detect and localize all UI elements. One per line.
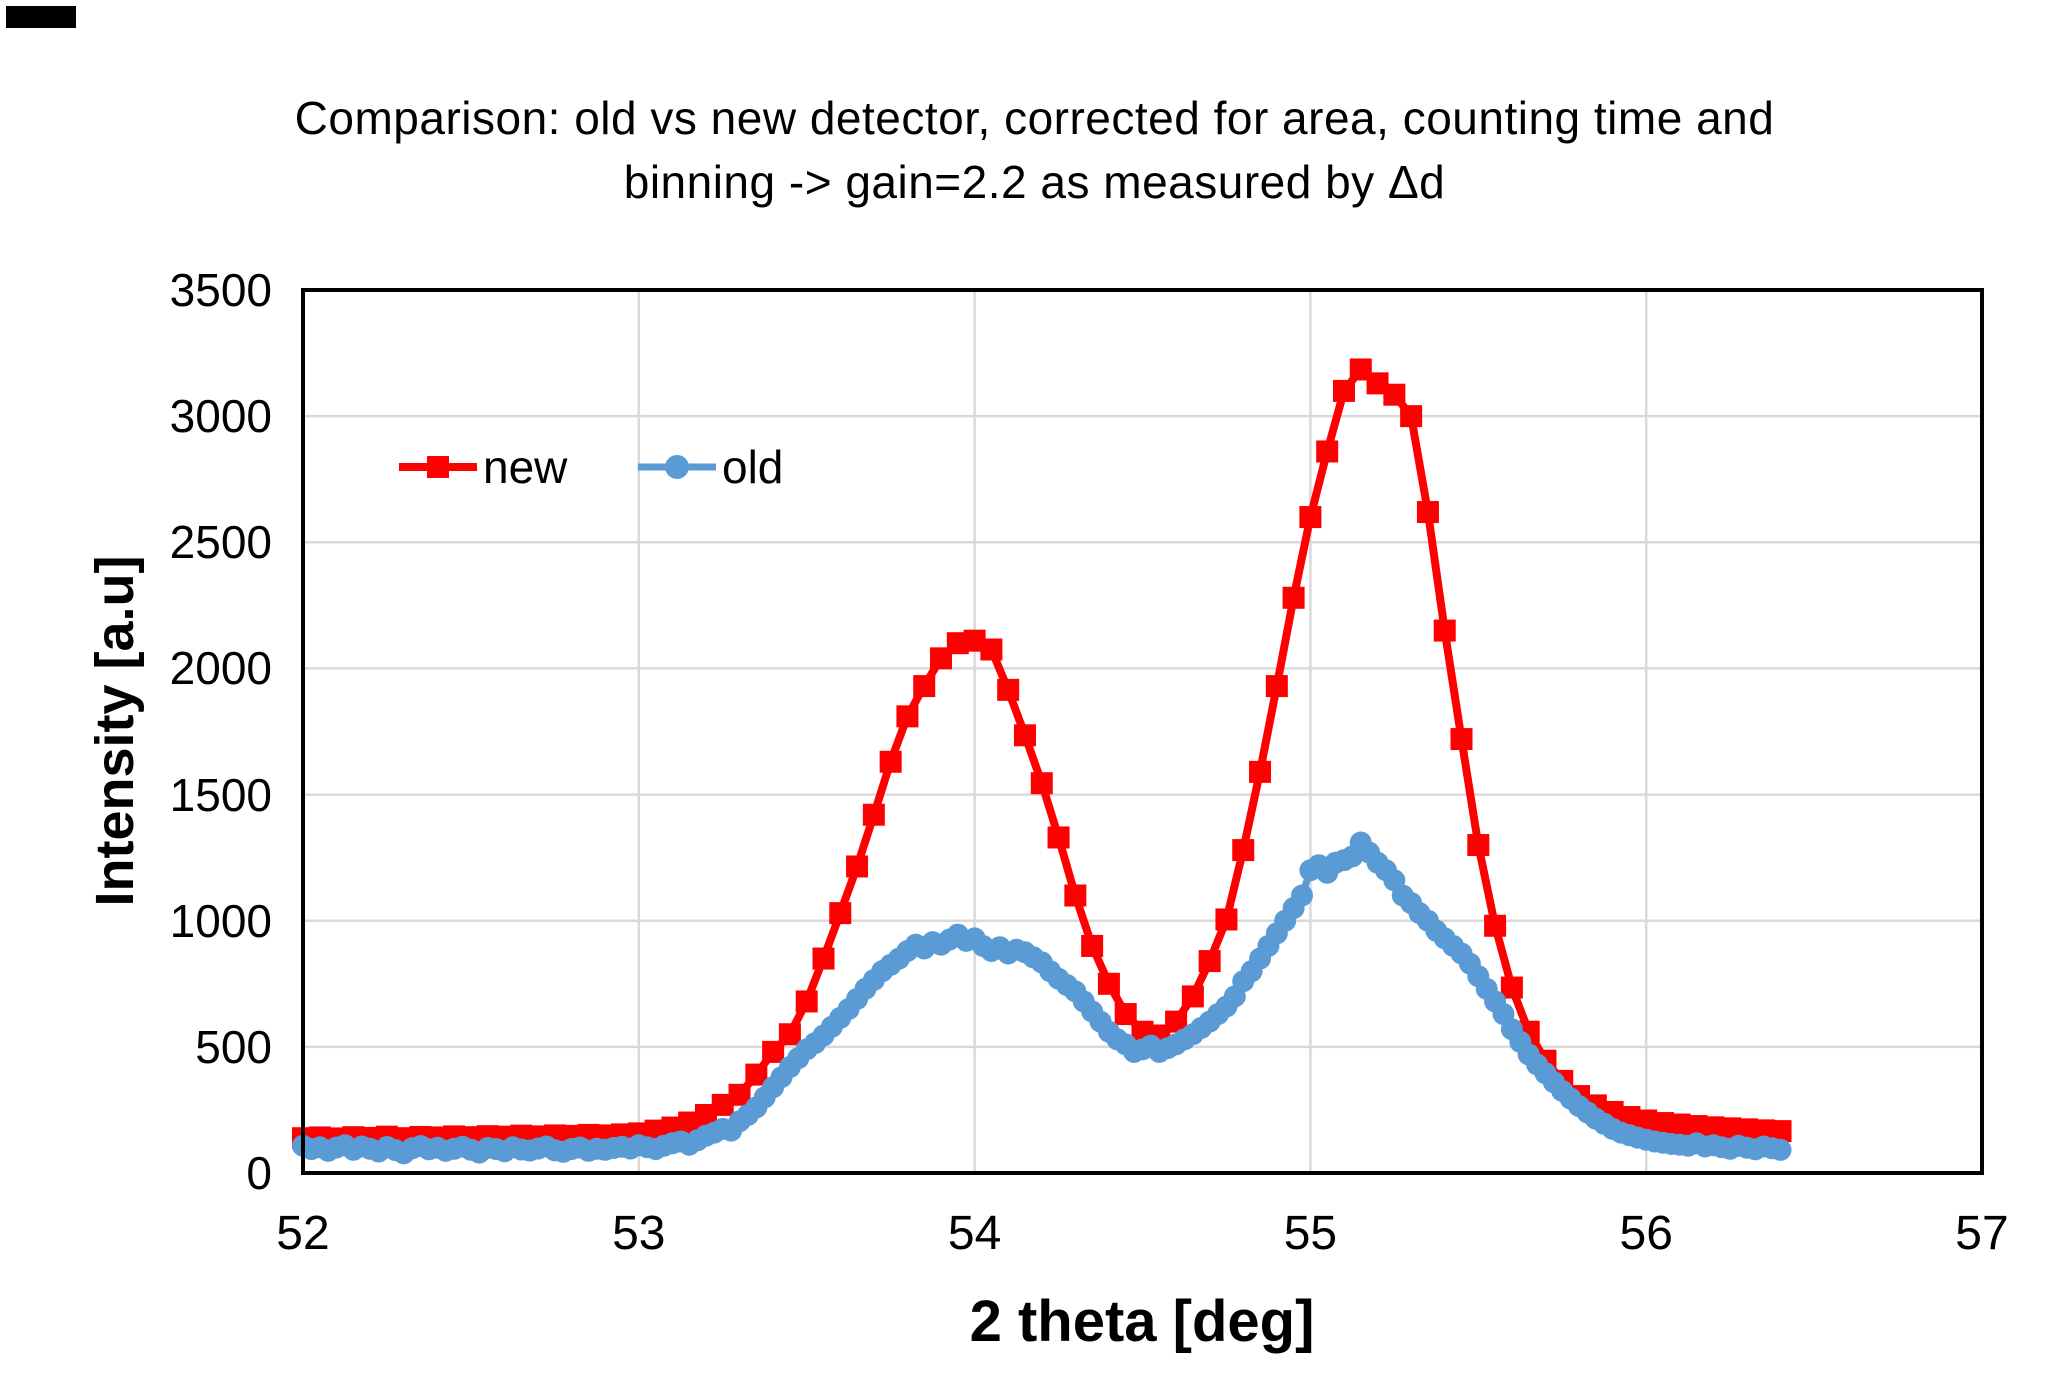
new-data-point <box>930 647 953 670</box>
new-data-point <box>728 1083 751 1106</box>
new-data-point <box>1416 501 1439 524</box>
x-tick-label: 57 <box>1955 1207 2009 1260</box>
new-data-point <box>1081 934 1104 957</box>
new-data-point <box>1450 728 1473 751</box>
new-data-point <box>997 678 1020 701</box>
x-tick-label: 56 <box>1619 1207 1673 1260</box>
legend-label-old: old <box>722 441 784 493</box>
new-data-point <box>1635 1109 1658 1132</box>
legend-label-new: new <box>483 441 568 493</box>
new-data-point <box>1232 839 1255 862</box>
new-data-point <box>1316 440 1339 463</box>
new-data-point <box>1735 1118 1758 1141</box>
new-data-point <box>879 750 902 773</box>
new-data-point <box>946 632 969 655</box>
new-data-point <box>896 705 919 728</box>
new-data-point <box>1651 1112 1674 1135</box>
old-data-point <box>1291 884 1314 907</box>
new-data-point <box>1668 1113 1691 1136</box>
new-data-point <box>678 1111 701 1134</box>
y-tick-label: 1000 <box>169 894 272 947</box>
plot-border <box>301 288 1984 1175</box>
old-series-line <box>301 839 1782 1157</box>
new-data-point <box>1366 372 1389 395</box>
new-data-point <box>1400 405 1423 428</box>
new-data-point <box>778 1023 801 1046</box>
new-data-point <box>1181 985 1204 1008</box>
new-data-point <box>1249 760 1272 783</box>
y-tick-label: 3500 <box>169 264 272 316</box>
new-data-point <box>1752 1119 1775 1142</box>
new-data-point <box>913 675 936 698</box>
new-data-point <box>762 1040 785 1063</box>
new-data-point <box>1282 586 1305 609</box>
new-data-point <box>1299 506 1322 529</box>
new-data-point <box>1030 772 1053 795</box>
x-tick-label: 55 <box>1283 1207 1338 1260</box>
y-tick-label: 3000 <box>169 390 272 443</box>
chart-title: Comparison: old vs new detector, correct… <box>0 86 2069 214</box>
new-data-point <box>1114 1003 1137 1026</box>
new-data-point <box>1719 1117 1742 1140</box>
new-data-point <box>980 638 1003 661</box>
new-data-point <box>1433 619 1456 642</box>
new-data-point <box>862 803 885 826</box>
new-data-point <box>694 1103 717 1126</box>
new-data-point <box>846 855 869 878</box>
x-tick-label: 52 <box>276 1207 330 1260</box>
new-data-point <box>1064 884 1087 907</box>
new-data-point <box>1769 1120 1792 1143</box>
new-data-point <box>963 629 986 652</box>
new-data-point <box>1047 826 1070 849</box>
new-data-point <box>1467 834 1490 857</box>
new-data-point <box>812 947 835 970</box>
new-data-point <box>1383 383 1406 406</box>
new-series-marker-icon <box>399 456 477 478</box>
new-data-point <box>711 1093 734 1116</box>
new-data-point <box>1349 358 1372 381</box>
new-data-point <box>1332 379 1355 402</box>
new-data-point <box>1702 1116 1725 1139</box>
legend-item-new[interactable]: new <box>399 441 568 493</box>
y-tick-label: 1500 <box>169 768 272 821</box>
new-data-point <box>1484 914 1507 937</box>
x-tick-label: 54 <box>947 1207 1002 1260</box>
new-data-point <box>745 1063 768 1086</box>
chart-title-line2: binning -> gain=2.2 as measured by Δd <box>623 156 1446 208</box>
new-data-point <box>1685 1115 1708 1138</box>
x-tick-label: 53 <box>612 1207 666 1260</box>
old-series-marker-icon <box>638 455 716 479</box>
new-data-point <box>1198 950 1221 973</box>
new-data-point <box>1215 908 1238 931</box>
new-data-point <box>829 902 852 925</box>
black-artifact-box <box>6 6 76 28</box>
new-data-point <box>1500 976 1523 999</box>
new-data-point <box>795 990 818 1013</box>
y-tick-label: 2500 <box>169 516 272 569</box>
x-axis-title: 2 theta [deg] <box>969 1289 1315 1354</box>
y-tick-label: 2000 <box>169 642 272 695</box>
new-data-point <box>1097 972 1120 995</box>
new-data-point <box>1265 675 1288 698</box>
new-data-point <box>1165 1010 1188 1033</box>
y-tick-label: 500 <box>195 1020 272 1073</box>
old-data-point <box>1769 1138 1792 1161</box>
new-data-point <box>1013 724 1036 747</box>
chart-title-line1: Comparison: old vs new detector, correct… <box>294 92 1775 144</box>
y-tick-label: 0 <box>246 1147 272 1199</box>
legend-item-old[interactable]: old <box>638 441 784 493</box>
